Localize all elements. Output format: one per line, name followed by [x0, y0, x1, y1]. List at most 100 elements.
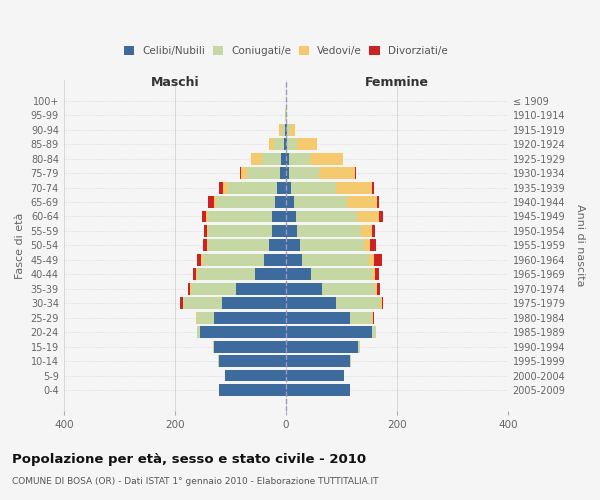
- Bar: [236, 283, 286, 294]
- Bar: [188, 283, 190, 294]
- Bar: [280, 167, 286, 179]
- Bar: [374, 283, 377, 294]
- Bar: [227, 182, 277, 194]
- Bar: [298, 138, 317, 150]
- Bar: [269, 138, 274, 150]
- Bar: [218, 182, 223, 194]
- Bar: [262, 152, 281, 164]
- Bar: [286, 254, 302, 266]
- Bar: [208, 240, 269, 252]
- Bar: [372, 225, 374, 237]
- Y-axis label: Anni di nascita: Anni di nascita: [575, 204, 585, 286]
- Bar: [286, 240, 299, 252]
- Bar: [311, 268, 372, 280]
- Bar: [361, 225, 372, 237]
- Bar: [183, 298, 222, 309]
- Bar: [251, 152, 262, 164]
- Bar: [217, 196, 275, 208]
- Bar: [180, 298, 182, 309]
- Bar: [382, 298, 383, 309]
- Bar: [286, 298, 336, 309]
- Bar: [310, 152, 343, 164]
- Bar: [255, 268, 286, 280]
- Bar: [197, 326, 200, 338]
- Bar: [286, 210, 296, 222]
- Bar: [281, 152, 286, 164]
- Bar: [269, 240, 286, 252]
- Bar: [274, 138, 284, 150]
- Bar: [214, 340, 286, 352]
- Bar: [286, 225, 297, 237]
- Bar: [350, 355, 351, 367]
- Bar: [296, 210, 357, 222]
- Bar: [284, 138, 286, 150]
- Bar: [200, 326, 286, 338]
- Bar: [379, 210, 383, 222]
- Bar: [191, 283, 236, 294]
- Bar: [241, 167, 247, 179]
- Bar: [374, 254, 382, 266]
- Bar: [289, 167, 319, 179]
- Bar: [286, 370, 344, 382]
- Bar: [369, 254, 374, 266]
- Bar: [299, 240, 364, 252]
- Bar: [322, 283, 374, 294]
- Bar: [214, 312, 286, 324]
- Bar: [272, 225, 286, 237]
- Bar: [374, 268, 379, 280]
- Bar: [377, 283, 380, 294]
- Bar: [380, 298, 382, 309]
- Bar: [214, 196, 217, 208]
- Bar: [286, 167, 289, 179]
- Bar: [218, 355, 219, 367]
- Bar: [223, 182, 227, 194]
- Bar: [370, 240, 376, 252]
- Bar: [219, 384, 286, 396]
- Bar: [355, 167, 356, 179]
- Bar: [286, 152, 289, 164]
- Bar: [286, 355, 350, 367]
- Bar: [282, 124, 284, 136]
- Bar: [290, 124, 295, 136]
- Bar: [286, 326, 372, 338]
- Bar: [377, 196, 379, 208]
- Bar: [286, 138, 287, 150]
- Bar: [297, 225, 361, 237]
- Bar: [203, 254, 263, 266]
- Bar: [286, 340, 358, 352]
- Bar: [202, 254, 203, 266]
- Bar: [193, 268, 196, 280]
- Bar: [275, 196, 286, 208]
- Bar: [197, 312, 214, 324]
- Text: Popolazione per età, sesso e stato civile - 2010: Popolazione per età, sesso e stato civil…: [12, 452, 366, 466]
- Bar: [263, 254, 286, 266]
- Bar: [286, 283, 322, 294]
- Bar: [286, 384, 350, 396]
- Bar: [289, 152, 310, 164]
- Bar: [286, 196, 294, 208]
- Bar: [364, 240, 370, 252]
- Text: COMUNE DI BOSA (OR) - Dati ISTAT 1° gennaio 2010 - Elaborazione TUTTITALIA.IT: COMUNE DI BOSA (OR) - Dati ISTAT 1° genn…: [12, 478, 379, 486]
- Bar: [272, 210, 286, 222]
- Bar: [277, 182, 286, 194]
- Bar: [292, 182, 336, 194]
- Bar: [207, 225, 208, 237]
- Bar: [208, 225, 272, 237]
- Bar: [287, 124, 290, 136]
- Bar: [208, 210, 272, 222]
- Bar: [196, 268, 197, 280]
- Bar: [219, 355, 286, 367]
- Bar: [190, 283, 191, 294]
- Bar: [206, 210, 208, 222]
- Bar: [357, 210, 379, 222]
- Bar: [372, 326, 376, 338]
- Bar: [336, 298, 380, 309]
- Bar: [287, 138, 298, 150]
- Bar: [207, 240, 208, 252]
- Bar: [225, 370, 286, 382]
- Bar: [279, 124, 282, 136]
- Bar: [208, 196, 214, 208]
- Text: Femmine: Femmine: [365, 76, 429, 90]
- Bar: [302, 254, 369, 266]
- Bar: [286, 312, 350, 324]
